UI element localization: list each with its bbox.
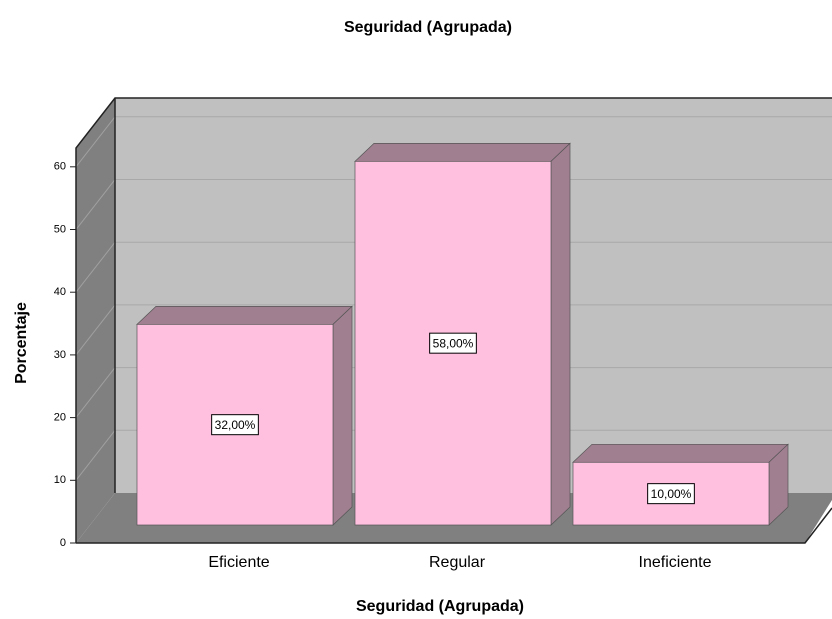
- x-tick-label: Eficiente: [208, 554, 269, 571]
- grid-line: [75, 429, 116, 481]
- y-tick-label: 40: [54, 286, 66, 298]
- y-tick-label: 0: [60, 537, 66, 549]
- bar-top: [136, 306, 353, 325]
- y-axis-label: Porcentaje: [13, 302, 30, 384]
- bar-top: [354, 142, 571, 162]
- grid-line: [75, 116, 116, 168]
- value-label-box: [429, 332, 477, 354]
- value-label: 32,00%: [215, 418, 256, 432]
- value-label: 58,00%: [433, 336, 474, 350]
- y-tick-label: 50: [54, 223, 66, 235]
- x-tick-label: Regular: [429, 554, 486, 571]
- y-tick-label: 20: [54, 412, 66, 424]
- grid-line: [75, 179, 116, 230]
- x-axis-label: Seguridad (Agrupada): [356, 598, 524, 615]
- grid-line: [75, 367, 116, 418]
- grid-line: [75, 304, 116, 356]
- value-label: 10,00%: [651, 487, 692, 501]
- y-tick-label: 60: [54, 161, 66, 173]
- y-tick-label: 10: [54, 474, 66, 486]
- value-label-box: [647, 483, 695, 505]
- floor-edge: [76, 507, 832, 544]
- chart-title: Seguridad (Agrupada): [344, 19, 512, 36]
- value-label-box: [211, 414, 259, 436]
- x-tick-label: Ineficiente: [639, 554, 712, 571]
- bar-top: [572, 443, 789, 463]
- y-tick-label: 30: [54, 349, 66, 361]
- frame: [75, 97, 832, 543]
- left-wall: [76, 98, 115, 543]
- bar-side: [332, 305, 353, 526]
- grid-line: [75, 241, 116, 293]
- bar-side: [550, 142, 571, 526]
